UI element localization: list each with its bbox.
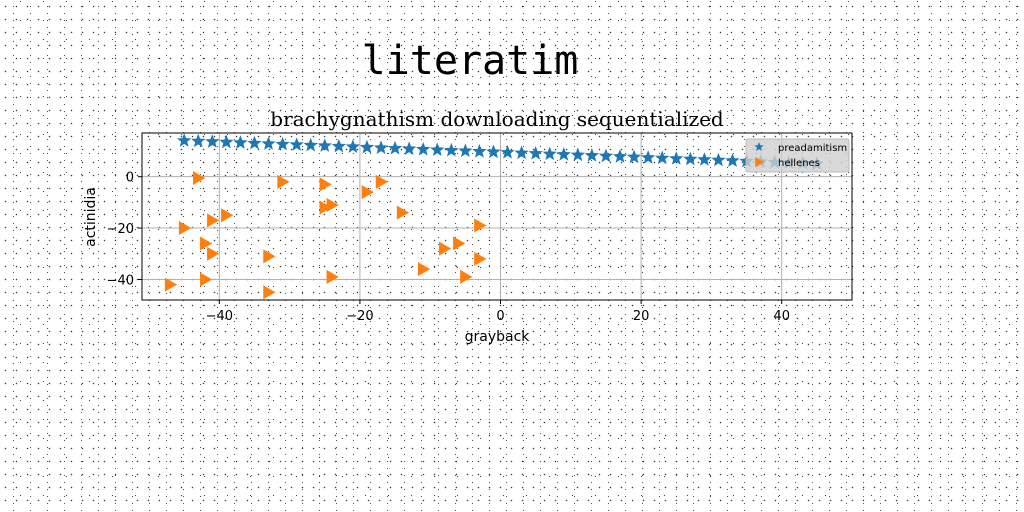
star-point: [529, 146, 543, 160]
y-axis-label: actinidia: [83, 187, 99, 247]
star-point: [514, 146, 528, 160]
star-point: [332, 139, 346, 153]
triangle-point: [327, 270, 339, 284]
star-point: [683, 152, 697, 166]
x-tick-label: −40: [206, 309, 233, 324]
star-point: [725, 153, 739, 167]
triangle-point: [327, 198, 339, 212]
star-point: [472, 144, 486, 158]
star-point: [388, 141, 402, 155]
star-point: [360, 140, 374, 154]
triangle-point: [263, 249, 275, 263]
star-point: [543, 147, 557, 161]
triangle-point: [320, 177, 332, 191]
star-point: [416, 142, 430, 156]
triangle-point: [200, 272, 212, 286]
star-point: [346, 139, 360, 153]
star-point: [402, 141, 416, 155]
star-point: [613, 149, 627, 163]
legend: preadamitism hellenes: [746, 139, 849, 172]
legend-label: hellenes: [778, 158, 820, 169]
star-point: [458, 143, 472, 157]
star-point: [599, 149, 613, 163]
star-point: [655, 151, 669, 165]
star-point: [205, 134, 219, 148]
triangle-point: [207, 213, 219, 227]
x-tick-label: −20: [346, 309, 373, 324]
plot-series: [165, 133, 824, 299]
star-point: [318, 138, 332, 152]
star-point: [219, 135, 233, 149]
y-tick-label: 0: [126, 171, 134, 186]
star-point: [500, 145, 514, 159]
triangle-point: [418, 262, 430, 276]
triangle-point: [207, 247, 219, 261]
star-point: [304, 138, 318, 152]
y-tick-label: −40: [107, 273, 134, 288]
triangle-point: [200, 236, 212, 250]
y-tick-label: −20: [107, 222, 134, 237]
star-point: [557, 147, 571, 161]
star-point: [697, 152, 711, 166]
triangle-point: [460, 270, 472, 284]
x-tick-label: 20: [633, 309, 650, 324]
star-point: [486, 145, 500, 159]
star-point: [275, 137, 289, 151]
star-point: [711, 153, 725, 167]
triangle-point: [474, 252, 486, 266]
triangle-point: [453, 236, 465, 250]
legend-label: preadamitism: [778, 143, 847, 154]
x-tick-label: 40: [773, 309, 790, 324]
x-axis-label: grayback: [465, 329, 531, 345]
star-point: [233, 135, 247, 149]
x-tick-label: 0: [496, 309, 504, 324]
star-point: [191, 134, 205, 148]
chart-title: brachygnathism downloading sequentialize…: [270, 107, 724, 131]
star-point: [430, 142, 444, 156]
star-point: [641, 150, 655, 164]
triangle-point: [439, 242, 451, 256]
star-point: [571, 148, 585, 162]
star-point: [177, 133, 191, 147]
triangle-point: [193, 171, 205, 185]
star-point: [627, 150, 641, 164]
triangle-point: [179, 221, 191, 235]
triangle-point: [221, 208, 233, 222]
star-point: [585, 148, 599, 162]
star-point: [374, 140, 388, 154]
series-1: [165, 171, 487, 299]
star-point: [261, 136, 275, 150]
star-point: [444, 143, 458, 157]
star-point: [247, 136, 261, 150]
triangle-point: [362, 185, 374, 199]
triangle-point: [397, 206, 409, 220]
triangle-point: [474, 218, 486, 232]
triangle-point: [263, 285, 275, 299]
star-point: [290, 137, 304, 151]
star-point: [669, 151, 683, 165]
